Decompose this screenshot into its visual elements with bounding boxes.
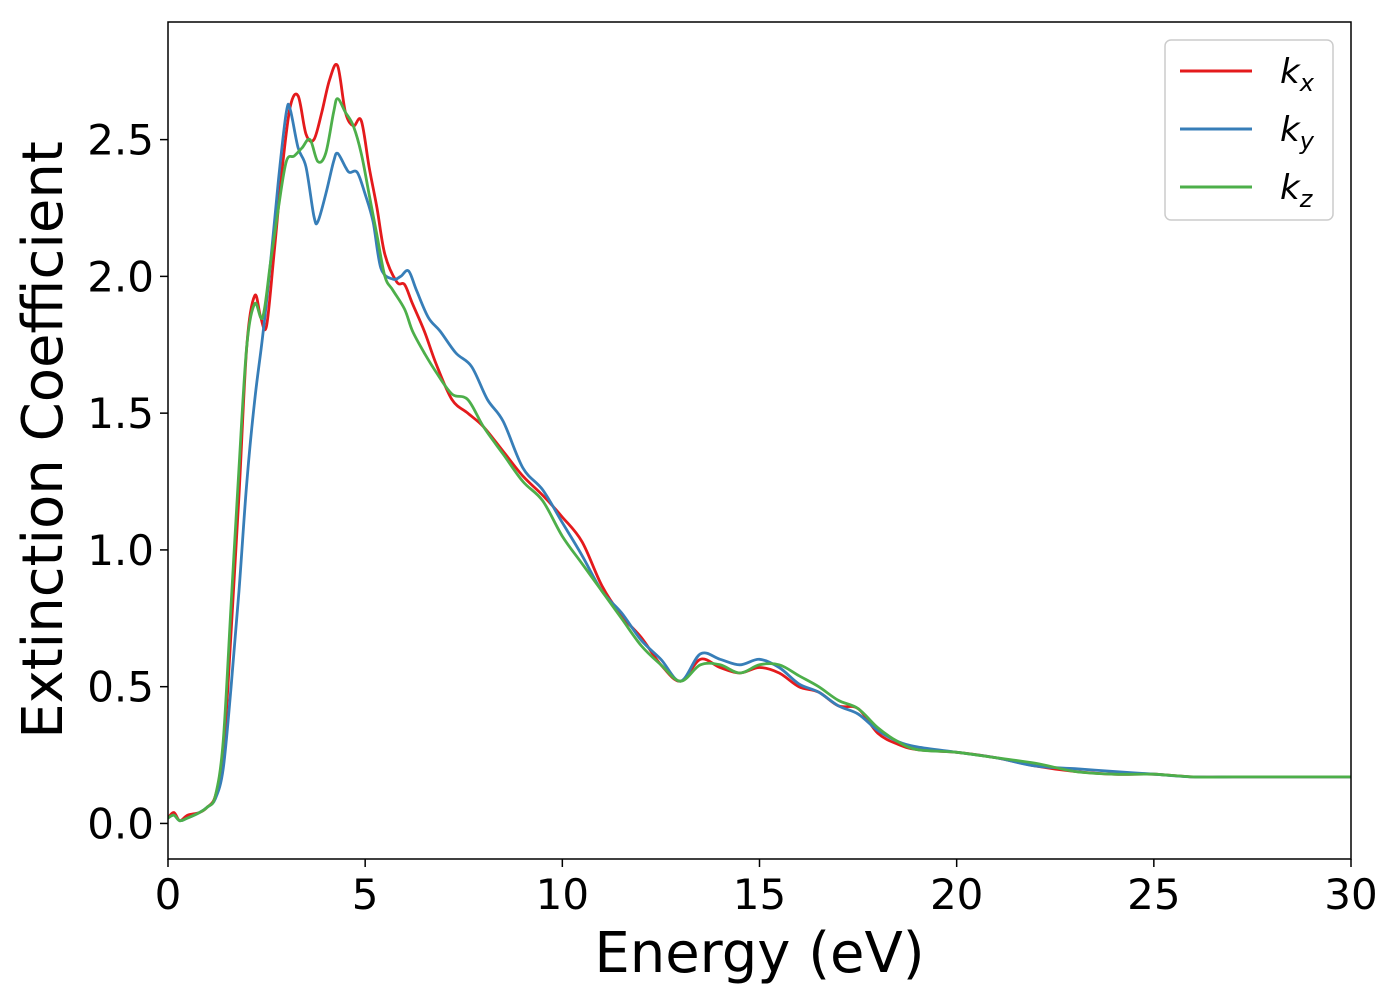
- x-tick-label: 25: [1127, 870, 1180, 919]
- legend-label-kx: kx: [1280, 52, 1315, 97]
- y-axis: 0.0 0.5 1.0 1.5 2.0 2.5: [87, 116, 168, 848]
- legend-label-kz: kz: [1280, 168, 1314, 213]
- legend-label-sub: y: [1299, 127, 1315, 155]
- x-tick-label: 20: [930, 870, 983, 919]
- legend-label-sub: z: [1299, 185, 1314, 213]
- legend-label-base: k: [1280, 110, 1301, 150]
- series-line-kz: [168, 97, 1351, 823]
- legend-label-base: k: [1280, 168, 1301, 208]
- x-axis: 0 5 10 15 20 25 30: [155, 859, 1378, 919]
- y-tick-label: 1.5: [87, 389, 154, 438]
- x-tick-label: 30: [1324, 870, 1377, 919]
- series-group: [168, 63, 1351, 823]
- y-tick-label: 0.0: [87, 799, 154, 848]
- x-tick-label: 10: [536, 870, 589, 919]
- x-axis-label: Energy (eV): [594, 921, 924, 986]
- y-tick-label: 2.5: [87, 116, 154, 165]
- legend-label-sub: x: [1299, 69, 1315, 97]
- legend-label-ky: ky: [1280, 110, 1315, 155]
- y-tick-label: 2.0: [87, 252, 154, 301]
- y-tick-label: 0.5: [87, 663, 154, 712]
- x-tick-label: 5: [352, 870, 379, 919]
- x-tick-label: 15: [733, 870, 786, 919]
- legend-label-base: k: [1280, 52, 1301, 92]
- y-tick-label: 1.0: [87, 526, 154, 575]
- y-axis-label: Extinction Coefficient: [11, 141, 76, 739]
- x-tick-label: 0: [155, 870, 182, 919]
